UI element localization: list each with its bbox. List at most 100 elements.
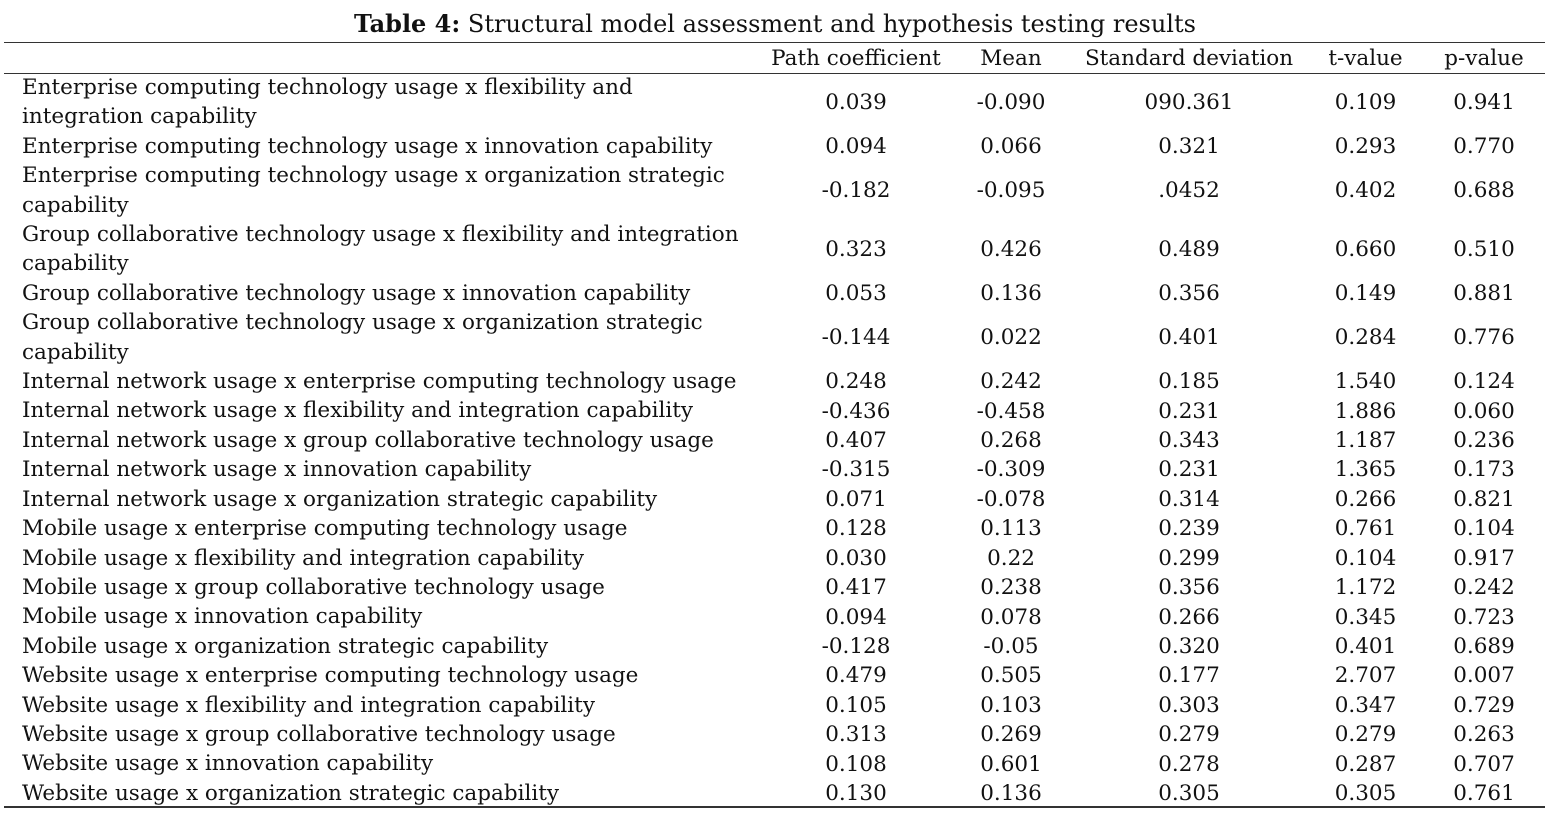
header-relationship <box>4 44 760 73</box>
mean-cell: 0.505 <box>980 663 1042 689</box>
relationship-cell: Group collaborative technology usage x o… <box>22 310 703 365</box>
p-value-cell: 0.689 <box>1453 633 1515 659</box>
t-value-cell: 0.345 <box>1334 604 1397 630</box>
standard-deviation-cell: 0.278 <box>1158 751 1220 777</box>
header-row: Path coefficient Mean Standard deviation… <box>4 44 1545 73</box>
path-coefficient-cell: 0.071 <box>825 486 887 512</box>
mean-cell: 0.22 <box>987 545 1035 571</box>
p-value-cell: 0.124 <box>1453 369 1515 395</box>
t-value-cell: 0.284 <box>1334 325 1397 351</box>
t-value-cell: 0.305 <box>1334 780 1397 806</box>
bottom-rule <box>4 806 1545 808</box>
relationship-cell: Website usage x enterprise computing tec… <box>22 663 639 689</box>
table-row: Website usage x organization strategic c… <box>4 779 1545 808</box>
path-coefficient-cell: 0.039 <box>825 89 887 115</box>
relationship-cell: Website usage x organization strategic c… <box>22 780 559 806</box>
mean-cell: 0.066 <box>980 134 1042 160</box>
path-coefficient-cell: 0.407 <box>825 428 887 454</box>
mean-cell: 0.269 <box>980 722 1042 748</box>
table-row: Group collaborative technology usage x f… <box>4 220 1545 279</box>
p-value-cell: 0.007 <box>1453 663 1515 689</box>
path-coefficient-cell: 0.053 <box>825 281 887 307</box>
path-coefficient-cell: -0.128 <box>821 633 891 659</box>
mean-cell: -0.05 <box>983 633 1039 659</box>
relationship-cell: Mobile usage x innovation capability <box>22 604 423 630</box>
header-p-value: p-value <box>1444 46 1524 71</box>
table-row: Internal network usage x flexibility and… <box>4 396 1545 425</box>
path-coefficient-cell: 0.479 <box>825 663 887 689</box>
path-coefficient-cell: 0.105 <box>825 692 887 718</box>
path-coefficient-cell: 0.313 <box>825 722 887 748</box>
mean-cell: 0.136 <box>980 281 1042 307</box>
table-row: Internal network usage x enterprise comp… <box>4 367 1545 396</box>
path-coefficient-cell: 0.128 <box>825 516 887 542</box>
standard-deviation-cell: 0.314 <box>1158 486 1220 512</box>
relationship-cell: Mobile usage x group collaborative techn… <box>22 574 605 600</box>
relationship-cell: Internal network usage x group collabora… <box>22 427 714 453</box>
t-value-cell: 0.660 <box>1334 236 1397 262</box>
standard-deviation-cell: 0.239 <box>1158 516 1220 542</box>
mean-cell: 0.268 <box>980 428 1042 454</box>
table-row: Website usage x innovation capability 0.1… <box>4 749 1545 778</box>
path-coefficient-cell: 0.248 <box>825 369 887 395</box>
mean-cell: 0.601 <box>980 751 1042 777</box>
mean-cell: -0.078 <box>976 486 1046 512</box>
t-value-cell: 0.347 <box>1334 692 1397 718</box>
p-value-cell: 0.236 <box>1453 428 1515 454</box>
t-value-cell: 0.402 <box>1334 178 1397 204</box>
table-row: Enterprise computing technology usage x … <box>4 161 1545 220</box>
t-value-cell: 1.540 <box>1334 369 1397 395</box>
header-standard-deviation: Standard deviation <box>1084 46 1294 71</box>
mean-cell: -0.090 <box>976 89 1046 115</box>
p-value-cell: 0.263 <box>1453 722 1515 748</box>
mean-cell: 0.238 <box>980 575 1042 601</box>
header-mean: Mean <box>980 46 1042 71</box>
p-value-cell: 0.917 <box>1453 545 1515 571</box>
path-coefficient-cell: 0.094 <box>825 604 887 630</box>
p-value-cell: 0.173 <box>1453 457 1515 483</box>
t-value-cell: 0.149 <box>1334 281 1397 307</box>
p-value-cell: 0.707 <box>1453 751 1515 777</box>
standard-deviation-cell: 0.321 <box>1158 134 1220 160</box>
table-row: Website usage x flexibility and integrat… <box>4 691 1545 720</box>
relationship-cell: Enterprise computing technology usage x … <box>22 75 633 130</box>
relationship-cell: Group collaborative technology usage x f… <box>22 222 739 277</box>
path-coefficient-cell: 0.030 <box>825 545 887 571</box>
table-row: Internal network usage x group collabora… <box>4 426 1545 455</box>
results-table: Path coefficient Mean Standard deviation… <box>4 44 1545 808</box>
table-row: Mobile usage x group collaborative techn… <box>4 573 1545 602</box>
p-value-cell: 0.761 <box>1453 780 1515 806</box>
relationship-cell: Website usage x group collaborative tech… <box>22 721 616 747</box>
mean-cell: 0.136 <box>980 780 1042 806</box>
t-value-cell: 0.279 <box>1334 722 1397 748</box>
path-coefficient-cell: 0.094 <box>825 134 887 160</box>
relationship-cell: Internal network usage x flexibility and… <box>22 398 694 424</box>
table-row: Mobile usage x innovation capability 0.09… <box>4 602 1545 631</box>
relationship-cell: Group collaborative technology usage x i… <box>22 280 691 306</box>
p-value-cell: 0.104 <box>1453 516 1515 542</box>
relationship-cell: Website usage x innovation capability <box>22 751 434 777</box>
header-rule <box>4 73 1545 74</box>
table-caption: Table 4: Structural model assessment and… <box>0 9 1550 39</box>
standard-deviation-cell: 0.185 <box>1158 369 1220 395</box>
p-value-cell: 0.510 <box>1453 236 1515 262</box>
path-coefficient-cell: -0.315 <box>821 457 891 483</box>
t-value-cell: 0.761 <box>1334 516 1397 542</box>
path-coefficient-cell: -0.182 <box>821 178 891 204</box>
standard-deviation-cell: 0.266 <box>1158 604 1220 630</box>
relationship-cell: Mobile usage x organization strategic ca… <box>22 633 549 659</box>
table-row: Mobile usage x enterprise computing tech… <box>4 514 1545 543</box>
standard-deviation-cell: 0.231 <box>1158 398 1220 424</box>
standard-deviation-cell: 0.177 <box>1158 663 1220 689</box>
table-row: Website usage x group collaborative tech… <box>4 720 1545 749</box>
table-row: Enterprise computing technology usage x … <box>4 73 1545 132</box>
standard-deviation-cell: 0.489 <box>1158 236 1220 262</box>
path-coefficient-cell: 0.323 <box>825 236 887 262</box>
relationship-cell: Internal network usage x enterprise comp… <box>22 369 737 395</box>
table-row: Website usage x enterprise computing tec… <box>4 661 1545 690</box>
path-coefficient-cell: 0.130 <box>825 780 887 806</box>
standard-deviation-cell: 090.361 <box>1144 89 1234 115</box>
mean-cell: 0.242 <box>980 369 1042 395</box>
p-value-cell: 0.941 <box>1453 89 1515 115</box>
t-value-cell: 0.293 <box>1334 134 1397 160</box>
